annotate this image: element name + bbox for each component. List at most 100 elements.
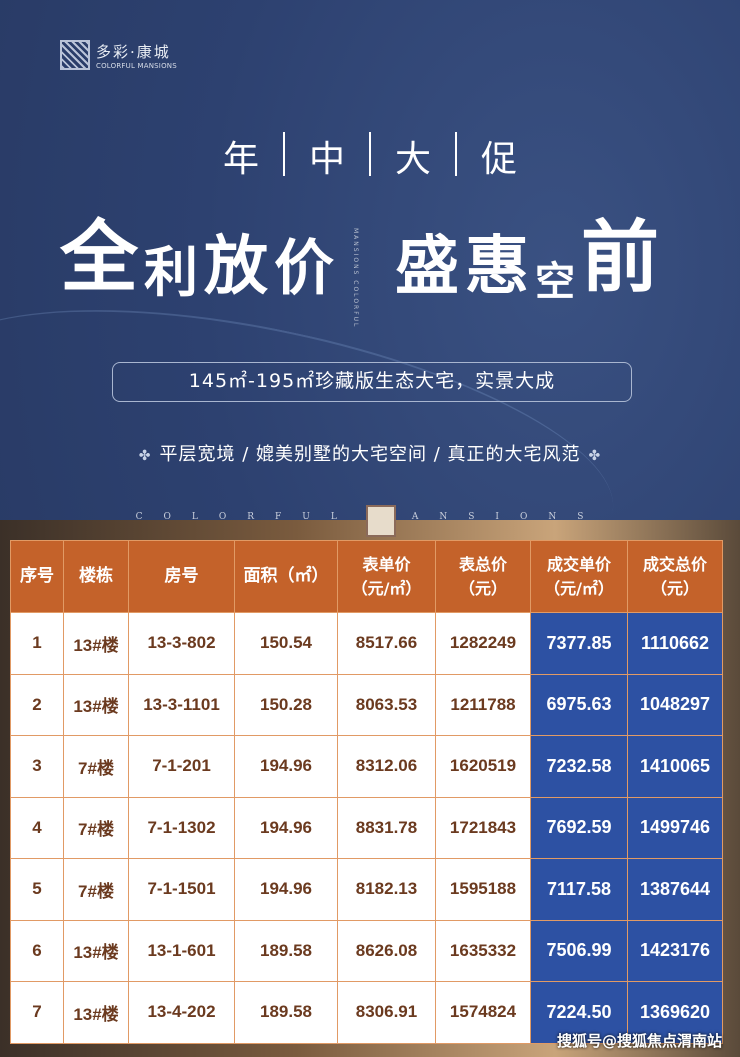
table-cell: 1721843 (435, 796, 531, 859)
knot-logo-icon (366, 505, 396, 537)
table-cell: 7#楼 (63, 735, 129, 798)
table-cell: 8312.06 (337, 735, 436, 798)
table-row: 5 7#楼 7-1-1501 194.96 8182.13 1595188 7117.58 1… (10, 858, 723, 921)
column-header: 房号 (128, 540, 235, 613)
table-cell: 7#楼 (63, 796, 129, 859)
price-table: 序号 楼栋 房号 面积（㎡） 表单价（元/㎡） 表总价（元） 成交单价（元/㎡） 成交总价（元… (10, 540, 723, 1044)
table-cell: 8517.66 (337, 612, 436, 675)
table-cell: 8626.08 (337, 919, 436, 982)
column-header: 表单价（元/㎡） (337, 540, 436, 613)
table-cell: 7 (10, 981, 64, 1044)
table-cell: 6 (10, 919, 64, 982)
table-cell: 7-1-1501 (128, 858, 235, 921)
table-cell: 1387644 (627, 858, 723, 921)
column-header: 面积（㎡） (234, 540, 338, 613)
column-header: 表总价（元） (435, 540, 531, 613)
slogan-char: 空 (535, 258, 575, 305)
table-cell: 1282249 (435, 612, 531, 675)
table-cell: 1574824 (435, 981, 531, 1044)
table-cell: 8063.53 (337, 673, 436, 736)
table-cell: 4 (10, 796, 64, 859)
table-cell: 13#楼 (63, 919, 129, 982)
table-cell: 7232.58 (530, 735, 628, 798)
table-cell: 7117.58 (530, 858, 628, 921)
table-cell: 150.28 (234, 673, 338, 736)
column-header: 楼栋 (63, 540, 129, 613)
divider (369, 132, 371, 176)
table-cell: 3 (10, 735, 64, 798)
slogan-char: 利 (144, 240, 199, 304)
table-cell: 7-1-201 (128, 735, 235, 798)
tagline-text: 平层宽境 / 媲美别墅的大宅空间 / 真正的大宅风范 (159, 444, 581, 465)
table-cell: 2 (10, 673, 64, 736)
watermark: 搜狐号@搜狐焦点渭南站 (556, 1032, 722, 1050)
divider (282, 132, 285, 176)
slogan-char: 价 (274, 234, 335, 304)
column-header: 序号 (10, 540, 64, 613)
table-cell: 6975.63 (530, 673, 628, 736)
column-header: 成交总价（元） (627, 540, 723, 613)
table-row: 2 13#楼 13-3-1101 150.28 8063.53 1211788 6975.6… (10, 673, 723, 736)
table-row: 1 13#楼 13-3-802 150.54 8517.66 1282249 7377.85… (10, 612, 723, 675)
headline-char: 大 (395, 139, 432, 180)
table-cell: 1595188 (435, 858, 531, 921)
divider (455, 132, 458, 176)
vertical-brand-text: MANSIONS COLORFUL (352, 228, 359, 329)
slogan-char: 全 (60, 212, 139, 303)
table-cell: 189.58 (234, 919, 338, 982)
slogan-char: 前 (581, 212, 660, 303)
table-cell: 189.58 (234, 981, 338, 1044)
table-cell: 1499746 (627, 796, 723, 859)
table-cell: 1410065 (627, 735, 723, 798)
table-cell: 1620519 (435, 735, 531, 798)
brand-name-cn: 多彩·康城 (96, 42, 171, 61)
table-cell: 5 (10, 858, 64, 921)
brand-logo: 多彩·康城 COLORFUL MANSIONS (60, 40, 177, 70)
table-cell: 13-4-202 (128, 981, 235, 1044)
slogan-char: 放 (204, 229, 269, 304)
table-cell: 1369620 (627, 981, 723, 1044)
table-cell: 7506.99 (530, 919, 628, 982)
headline: 年 中 大 促 (0, 130, 740, 182)
column-header: 成交单价（元/㎡） (530, 540, 628, 613)
table-cell: 1110662 (627, 612, 723, 675)
table-row: 6 13#楼 13-1-601 189.58 8626.08 1635332 7506.99… (10, 919, 723, 982)
table-cell: 7224.50 (530, 981, 628, 1044)
slogan-char: 惠 (465, 229, 529, 304)
table-row: 7 13#楼 13-4-202 189.58 8306.91 1574824 7224.50… (10, 981, 723, 1044)
table-cell: 7-1-1302 (128, 796, 235, 859)
table-row: 4 7#楼 7-1-1302 194.96 8831.78 1721843 7692.59 1… (10, 796, 723, 859)
headline-char: 年 (222, 139, 259, 180)
table-cell: 13#楼 (63, 612, 129, 675)
table-cell: 1048297 (627, 673, 723, 736)
table-cell: 7#楼 (63, 858, 129, 921)
table-cell: 194.96 (234, 796, 338, 859)
table-cell: 1635332 (435, 919, 531, 982)
table-cell: 8182.13 (337, 858, 436, 921)
headline-char: 促 (481, 139, 518, 180)
table-cell: 13-3-1101 (128, 673, 235, 736)
ornament-icon: ✤ (588, 448, 602, 464)
table-cell: 194.96 (234, 735, 338, 798)
table-row: 3 7#楼 7-1-201 194.96 8312.06 1620519 7232.58 14… (10, 735, 723, 798)
table-cell: 8831.78 (337, 796, 436, 859)
brand-band-text: COLORFUL MANSIONS (135, 512, 605, 522)
subtitle-box: 145㎡-195㎡珍藏版生态大宅，实景大成 (112, 362, 632, 402)
headline-char: 中 (308, 139, 345, 180)
table-cell: 150.54 (234, 612, 338, 675)
table-cell: 13#楼 (63, 981, 129, 1044)
table-cell: 13#楼 (63, 673, 129, 736)
knot-logo-icon (60, 40, 90, 70)
table-header-row: 序号 楼栋 房号 面积（㎡） 表单价（元/㎡） 表总价（元） 成交单价（元/㎡） 成交总价（元… (10, 540, 723, 613)
table-cell: 13-3-802 (128, 612, 235, 675)
table-cell: 1 (10, 612, 64, 675)
table-cell: 7692.59 (530, 796, 628, 859)
table-cell: 8306.91 (337, 981, 436, 1044)
table-cell: 1423176 (627, 919, 723, 982)
slogan-left: 全 利 放 价 (60, 195, 334, 307)
table-cell: 194.96 (234, 858, 338, 921)
table-cell: 7377.85 (530, 612, 628, 675)
brand-name-en: COLORFUL MANSIONS (96, 61, 177, 70)
table-cell: 1211788 (435, 673, 531, 736)
slogan-right: 盛 惠 空 前 (395, 195, 659, 307)
